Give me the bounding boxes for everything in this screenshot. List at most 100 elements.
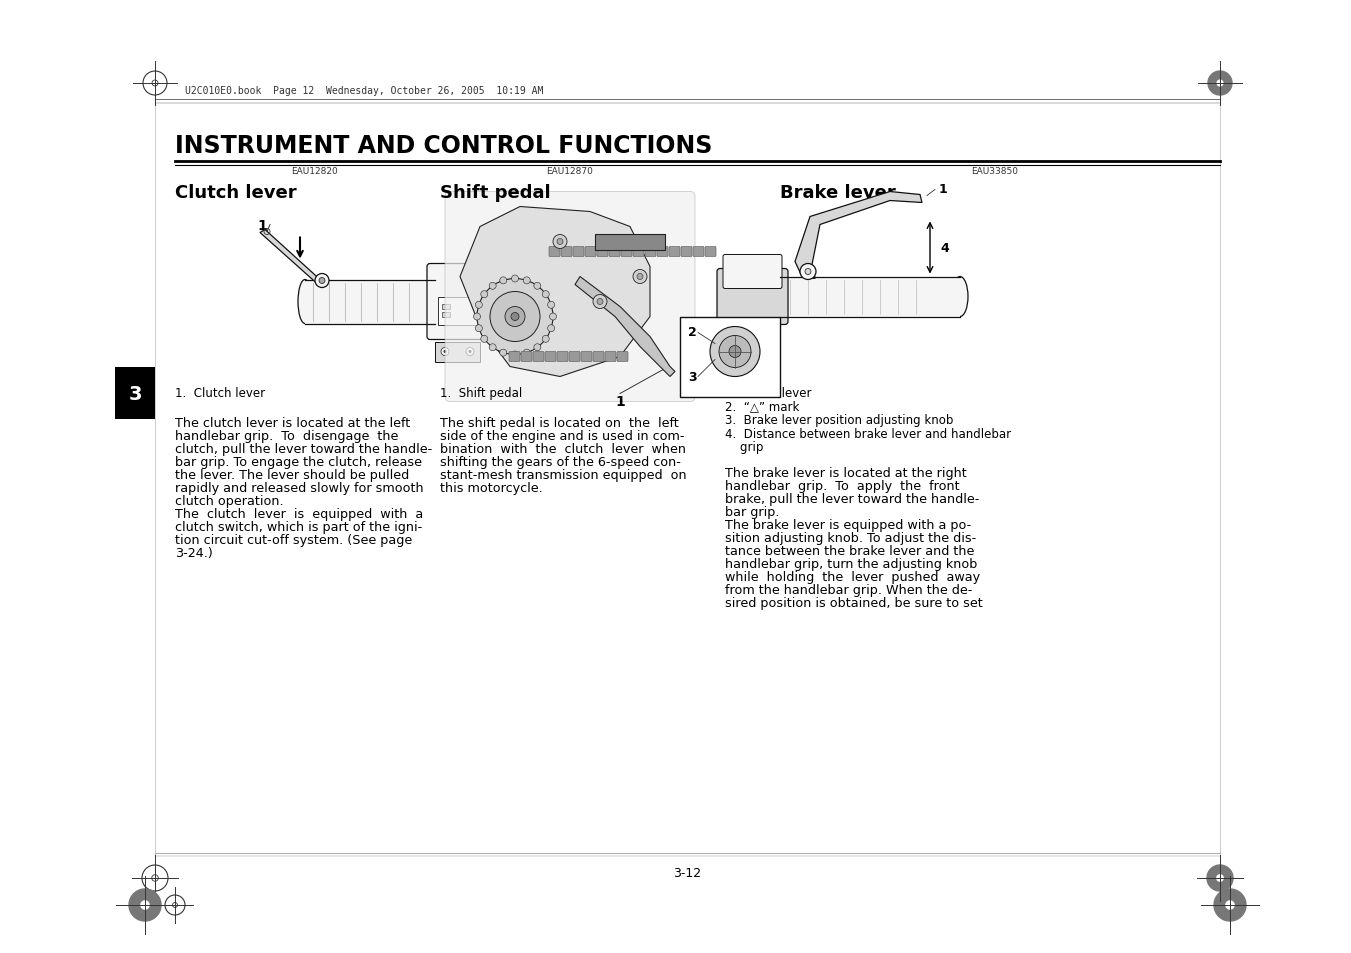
Polygon shape bbox=[794, 193, 921, 279]
Text: bar grip.: bar grip. bbox=[725, 505, 780, 518]
Text: 4.  Distance between brake lever and handlebar: 4. Distance between brake lever and hand… bbox=[725, 427, 1011, 440]
Text: 1: 1 bbox=[257, 218, 267, 233]
Circle shape bbox=[505, 307, 526, 327]
Text: INSTRUMENT AND CONTROL FUNCTIONS: INSTRUMENT AND CONTROL FUNCTIONS bbox=[176, 133, 712, 158]
Text: 2.  “△” mark: 2. “△” mark bbox=[725, 400, 800, 413]
Circle shape bbox=[469, 351, 471, 354]
Text: clutch switch, which is part of the igni-: clutch switch, which is part of the igni… bbox=[176, 520, 423, 534]
Circle shape bbox=[476, 302, 482, 309]
Polygon shape bbox=[1215, 889, 1246, 921]
Polygon shape bbox=[459, 208, 650, 377]
Text: 1.  Brake lever: 1. Brake lever bbox=[725, 387, 812, 399]
Circle shape bbox=[593, 295, 607, 309]
FancyBboxPatch shape bbox=[723, 255, 782, 289]
Circle shape bbox=[1225, 901, 1235, 910]
Polygon shape bbox=[1208, 71, 1232, 96]
Circle shape bbox=[481, 292, 488, 298]
Text: sition adjusting knob. To adjust the dis-: sition adjusting knob. To adjust the dis… bbox=[725, 532, 977, 544]
Text: Brake lever: Brake lever bbox=[780, 184, 896, 202]
Text: the lever. The lever should be pulled: the lever. The lever should be pulled bbox=[176, 469, 409, 481]
Circle shape bbox=[719, 336, 751, 368]
Circle shape bbox=[511, 314, 519, 321]
Text: 4: 4 bbox=[940, 242, 948, 254]
Polygon shape bbox=[259, 231, 320, 284]
Text: handlebar  grip.  To  apply  the  front: handlebar grip. To apply the front bbox=[725, 479, 959, 493]
FancyBboxPatch shape bbox=[593, 352, 604, 362]
Circle shape bbox=[1216, 80, 1224, 88]
Text: EAU33850: EAU33850 bbox=[971, 167, 1019, 175]
Circle shape bbox=[440, 348, 449, 356]
Text: handlebar grip.  To  disengage  the: handlebar grip. To disengage the bbox=[176, 430, 399, 442]
Polygon shape bbox=[1206, 865, 1233, 891]
Circle shape bbox=[557, 239, 563, 245]
Circle shape bbox=[547, 325, 555, 333]
FancyBboxPatch shape bbox=[621, 247, 632, 257]
FancyBboxPatch shape bbox=[557, 352, 567, 362]
Text: clutch operation.: clutch operation. bbox=[176, 495, 284, 507]
Circle shape bbox=[550, 314, 557, 320]
Text: U2C010E0.book  Page 12  Wednesday, October 26, 2005  10:19 AM: U2C010E0.book Page 12 Wednesday, October… bbox=[185, 86, 543, 96]
Text: 3-12: 3-12 bbox=[673, 866, 701, 880]
Circle shape bbox=[638, 274, 643, 280]
FancyBboxPatch shape bbox=[569, 352, 580, 362]
Text: tion circuit cut-off system. (See page: tion circuit cut-off system. (See page bbox=[176, 534, 412, 546]
Circle shape bbox=[443, 351, 446, 354]
FancyBboxPatch shape bbox=[617, 352, 628, 362]
Text: handlebar grip, turn the adjusting knob: handlebar grip, turn the adjusting knob bbox=[725, 558, 977, 571]
Text: The  clutch  lever  is  equipped  with  a: The clutch lever is equipped with a bbox=[176, 507, 423, 520]
Circle shape bbox=[523, 277, 530, 285]
Text: bination  with  the  clutch  lever  when: bination with the clutch lever when bbox=[440, 442, 686, 456]
Circle shape bbox=[805, 269, 811, 275]
FancyBboxPatch shape bbox=[634, 247, 644, 257]
Text: 3.  Brake lever position adjusting knob: 3. Brake lever position adjusting knob bbox=[725, 414, 954, 427]
Text: rapidly and released slowly for smooth: rapidly and released slowly for smooth bbox=[176, 481, 424, 495]
FancyBboxPatch shape bbox=[605, 352, 616, 362]
Circle shape bbox=[553, 235, 567, 250]
Text: 3: 3 bbox=[688, 371, 697, 384]
FancyBboxPatch shape bbox=[534, 352, 544, 362]
Circle shape bbox=[319, 278, 326, 284]
FancyBboxPatch shape bbox=[681, 247, 692, 257]
Text: The shift pedal is located on  the  left: The shift pedal is located on the left bbox=[440, 416, 678, 430]
Circle shape bbox=[500, 350, 507, 356]
Circle shape bbox=[315, 274, 330, 288]
Bar bbox=[780, 277, 961, 317]
Text: this motorcycle.: this motorcycle. bbox=[440, 481, 543, 495]
Bar bbox=[305, 280, 435, 324]
Text: bar grip. To engage the clutch, release: bar grip. To engage the clutch, release bbox=[176, 456, 422, 469]
Text: 3-24.): 3-24.) bbox=[176, 546, 212, 559]
FancyBboxPatch shape bbox=[644, 247, 657, 257]
Polygon shape bbox=[128, 889, 161, 921]
Circle shape bbox=[534, 344, 540, 352]
Text: grip: grip bbox=[725, 440, 763, 454]
Circle shape bbox=[466, 348, 474, 356]
FancyBboxPatch shape bbox=[597, 247, 608, 257]
Text: EAU12820: EAU12820 bbox=[292, 167, 338, 175]
Bar bbox=[680, 317, 780, 397]
Circle shape bbox=[597, 299, 603, 305]
FancyBboxPatch shape bbox=[585, 247, 596, 257]
Text: 3: 3 bbox=[128, 384, 142, 403]
Bar bbox=[115, 368, 155, 419]
Bar bbox=[438, 297, 477, 325]
Text: The brake lever is located at the right: The brake lever is located at the right bbox=[725, 467, 967, 479]
Circle shape bbox=[800, 264, 816, 280]
Text: EAU12870: EAU12870 bbox=[547, 167, 593, 175]
Circle shape bbox=[477, 279, 553, 355]
Text: The brake lever is equipped with a po-: The brake lever is equipped with a po- bbox=[725, 518, 971, 532]
FancyBboxPatch shape bbox=[544, 352, 557, 362]
FancyBboxPatch shape bbox=[561, 247, 571, 257]
FancyBboxPatch shape bbox=[485, 282, 517, 322]
Text: brake, pull the lever toward the handle-: brake, pull the lever toward the handle- bbox=[725, 493, 979, 505]
Text: 2: 2 bbox=[688, 326, 697, 338]
Text: 1.  Shift pedal: 1. Shift pedal bbox=[440, 387, 523, 399]
FancyBboxPatch shape bbox=[549, 247, 561, 257]
Circle shape bbox=[711, 327, 761, 377]
Circle shape bbox=[730, 346, 740, 358]
Circle shape bbox=[1216, 874, 1224, 882]
Circle shape bbox=[534, 283, 540, 290]
Text: Clutch lever: Clutch lever bbox=[176, 184, 297, 202]
Circle shape bbox=[634, 271, 647, 284]
FancyBboxPatch shape bbox=[669, 247, 680, 257]
Circle shape bbox=[512, 275, 519, 283]
